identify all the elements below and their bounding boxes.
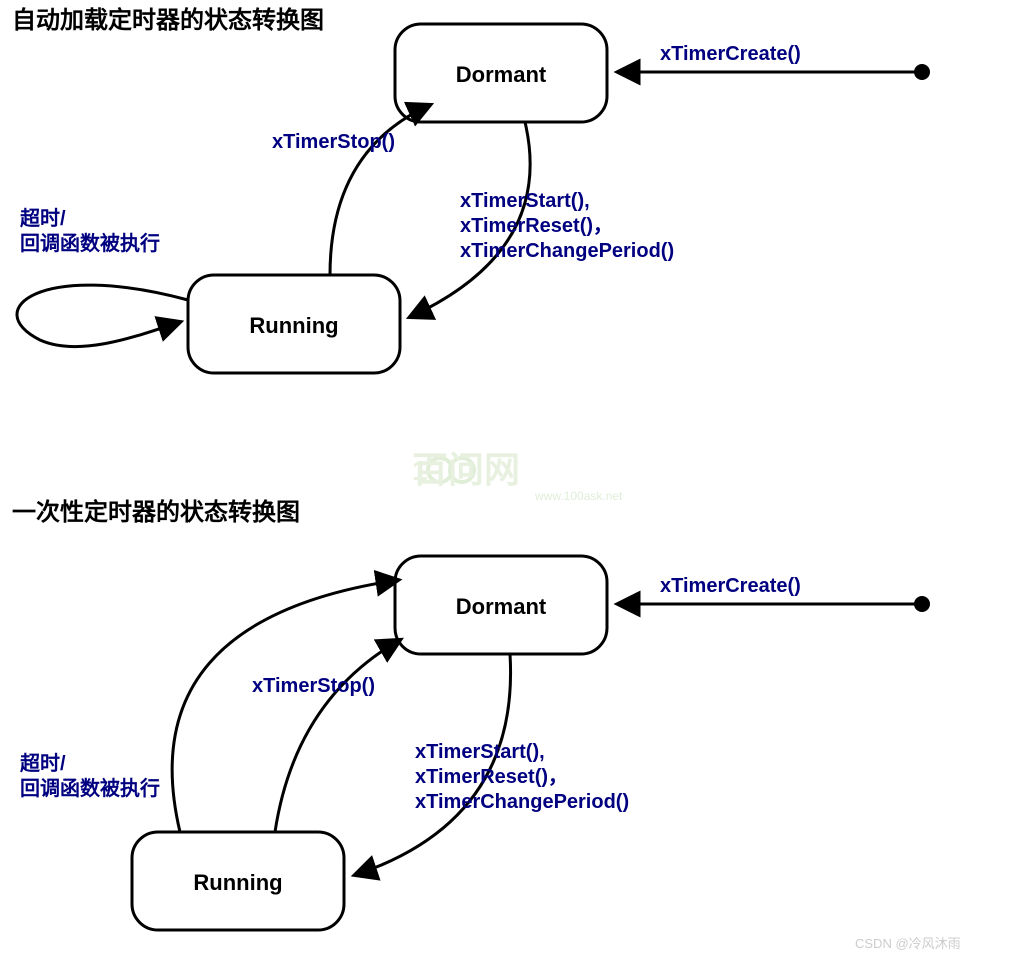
start-label-2c: xTimerChangePeriod() — [415, 791, 629, 813]
start-label-1c: xTimerChangePeriod() — [460, 240, 674, 262]
stop-label-2: xTimerStop() — [252, 675, 375, 697]
dormant-label-2: Dormant — [456, 594, 547, 619]
selfloop-arrow-1 — [17, 285, 188, 347]
dormant-label-1: Dormant — [456, 62, 547, 87]
diagram-oneshot: 一次性定时器的状态转换图 Dormant Running xTimerCreat… — [12, 498, 930, 930]
watermark-text: 百问网 — [412, 449, 520, 490]
diagram2-title: 一次性定时器的状态转换图 — [12, 498, 300, 526]
footer-credit: CSDN @冷风沐雨 — [855, 936, 961, 951]
diagram-auto-reload: 自动加载定时器的状态转换图 Dormant Running xTimerCrea… — [12, 6, 930, 373]
diagram1-title: 自动加载定时器的状态转换图 — [12, 6, 324, 34]
create-label-2: xTimerCreate() — [660, 575, 801, 597]
watermark: 1 百问网 www.100ask.net — [412, 449, 623, 503]
timeout-arrow-2 — [172, 580, 398, 832]
timeout-label-1b: 回调函数被执行 — [20, 231, 160, 255]
watermark-url: www.100ask.net — [534, 489, 623, 503]
timeout-label-1a: 超时/ — [19, 206, 66, 230]
start-label-2b: xTimerReset()， — [415, 766, 568, 788]
state-diagram-svg: 1 百问网 www.100ask.net 自动加载定时器的状态转换图 Dorma… — [0, 0, 1023, 958]
running-label-1: Running — [249, 313, 338, 338]
stop-label-1: xTimerStop() — [272, 131, 395, 153]
timeout-label-2b: 回调函数被执行 — [20, 776, 160, 800]
create-label-1: xTimerCreate() — [660, 43, 801, 65]
start-label-2a: xTimerStart(), — [415, 741, 545, 763]
running-label-2: Running — [193, 870, 282, 895]
stop-arrow-2 — [275, 640, 400, 832]
start-arrow-2 — [355, 654, 511, 875]
start-label-1b: xTimerReset()， — [460, 215, 613, 237]
timeout-label-2a: 超时/ — [19, 751, 66, 775]
start-label-1a: xTimerStart(), — [460, 190, 590, 212]
